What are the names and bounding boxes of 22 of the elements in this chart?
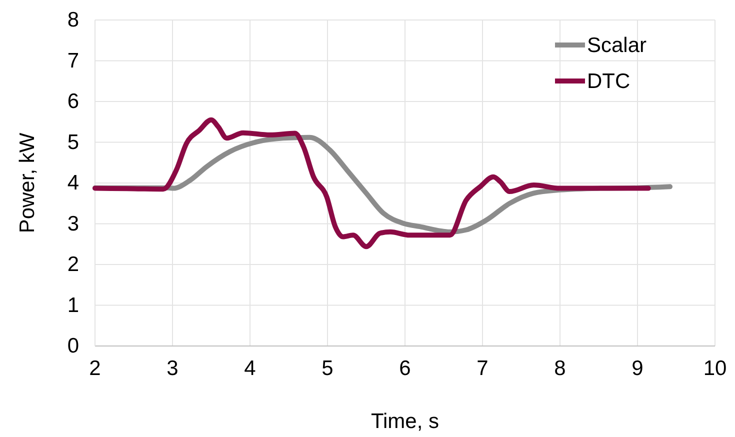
x-tick-label: 2 [89, 356, 101, 380]
legend-label: DTC [587, 70, 630, 93]
x-tick-label: 4 [244, 356, 256, 380]
y-tick-label: 3 [67, 212, 79, 236]
legend-label: Scalar [587, 34, 647, 57]
y-tick-label: 1 [67, 294, 79, 317]
x-tick-label: 10 [703, 356, 727, 380]
y-tick-label: 0 [67, 334, 79, 358]
x-tick-label: 9 [632, 356, 644, 380]
y-tick-label: 6 [67, 90, 79, 114]
x-tick-label: 7 [476, 356, 488, 380]
x-tick-label: 3 [166, 356, 178, 380]
x-tick-label: 5 [322, 356, 334, 380]
y-tick-label: 5 [67, 130, 79, 154]
y-axis-title: Power, kW [16, 132, 39, 234]
y-tick-label: 8 [67, 8, 79, 32]
y-tick-label: 4 [67, 172, 80, 195]
y-tick-label: 2 [67, 253, 79, 276]
x-tick-label: 8 [554, 356, 566, 380]
x-axis-title: Time, s [370, 410, 440, 433]
y-tick-label: 7 [67, 49, 79, 72]
x-tick-label: 6 [399, 356, 411, 380]
